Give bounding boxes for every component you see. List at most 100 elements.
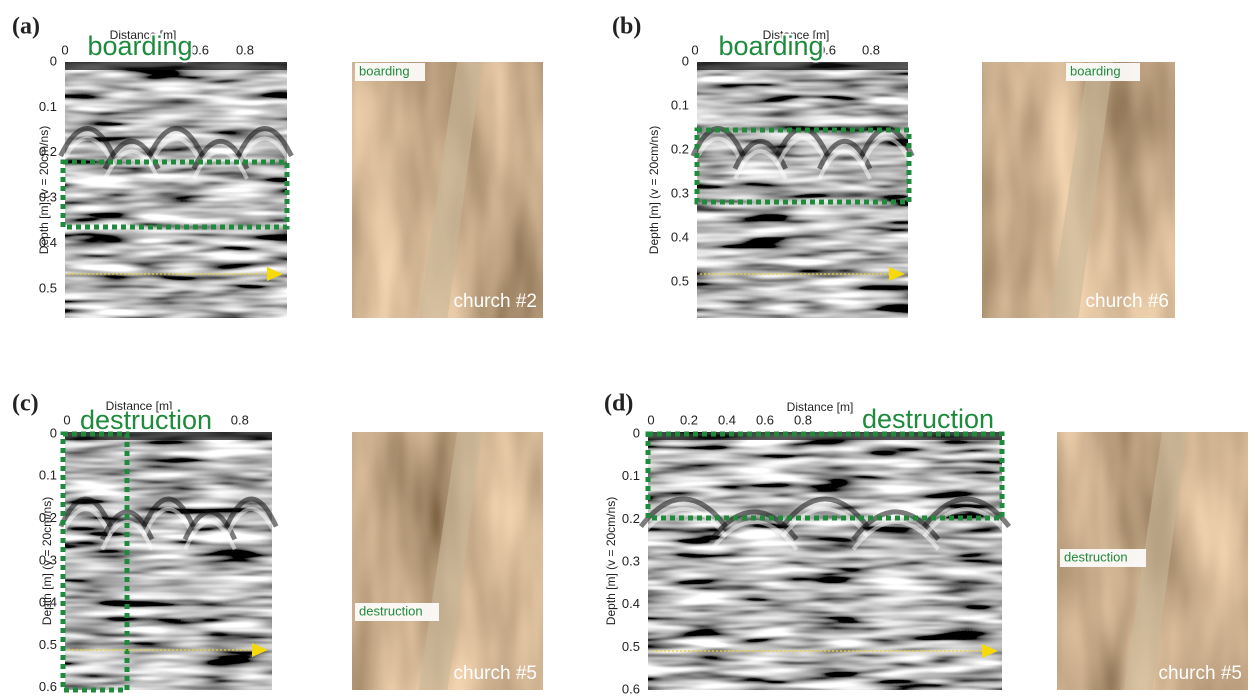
- x-tick-label: 0.8: [236, 42, 254, 57]
- photo-label: destruction: [1064, 549, 1128, 564]
- panel: (d) Distance [m] 0 0.2 0.4 0.6 0.8 0 0.1 0.2 0.3 0.…: [604, 391, 1248, 697]
- y-tick-label: 0.4: [39, 595, 57, 610]
- x-tick-label: 0: [647, 412, 654, 427]
- radargram: [648, 432, 1002, 690]
- annotation: boarding: [718, 31, 823, 61]
- highlight-box: [60, 431, 130, 693]
- photo-caption: church #5: [454, 663, 537, 684]
- reflection: [58, 496, 113, 528]
- reflection: [774, 126, 831, 158]
- photo-caption: church #6: [1086, 291, 1169, 312]
- y-tick-label: 0.1: [39, 468, 57, 483]
- scan-arrow: [889, 267, 905, 281]
- y-tick-label: 0.6: [39, 679, 57, 694]
- y-tick-label: 0.5: [39, 280, 57, 295]
- x-tick-label: 0.6: [756, 412, 774, 427]
- surface-band: [648, 432, 1002, 440]
- reflection: [59, 507, 113, 538]
- photo-label-bg: [1060, 549, 1146, 567]
- y-tick-label: 0.3: [39, 552, 57, 567]
- reflection: [58, 126, 117, 158]
- x-tick-label: 0.6: [191, 42, 209, 57]
- photo-label-bg: [1066, 63, 1140, 81]
- panel-label: (b): [612, 14, 641, 40]
- x-axis-title: Distance [m]: [110, 28, 177, 42]
- x-tick-label: 0: [61, 42, 68, 57]
- reflection: [147, 126, 205, 158]
- radargram: [65, 432, 272, 690]
- beam: [1049, 62, 1114, 318]
- reflection: [851, 520, 940, 551]
- highlight-box: [60, 159, 290, 230]
- panel: (c) Distance [m] 0 0.8 0 0.1 0.2 0.3 0.4 0.5 0.6 De…: [12, 391, 543, 694]
- y-tick-label: 0.5: [671, 273, 689, 288]
- reflection: [236, 136, 294, 167]
- beam: [418, 432, 482, 690]
- y-tick-label: 0.5: [622, 639, 640, 654]
- reflection: [235, 126, 294, 158]
- panels: (a) Distance [m] 0 0.6 0.8 0 0.1 0.2 0.3 0.4 0.5 De…: [12, 14, 1248, 697]
- y-tick-label: 0.3: [671, 185, 689, 200]
- reflection: [224, 496, 279, 528]
- x-tick-label: 0.8: [231, 412, 249, 427]
- y-tick-label: 0.1: [39, 99, 57, 114]
- x-tick-label: 0.2: [680, 412, 698, 427]
- y-axis-title: Depth [m] (v = 20cm/ns): [40, 497, 54, 625]
- y-tick-label: 0.2: [622, 511, 640, 526]
- photo-label: boarding: [359, 63, 410, 78]
- y-tick-label: 0: [50, 425, 57, 440]
- beam: [1123, 432, 1187, 690]
- reflection: [100, 519, 154, 551]
- reflection: [147, 136, 205, 167]
- surface-band: [697, 62, 908, 70]
- x-axis-title: Distance [m]: [763, 28, 830, 42]
- y-tick-label: 0: [50, 53, 57, 68]
- y-tick-label: 0.1: [671, 97, 689, 112]
- y-axis-title: Depth [m] (v = 20cm/ns): [37, 126, 51, 254]
- reflection: [817, 149, 872, 180]
- y-axis-title: Depth [m] (v = 20cm/ns): [604, 497, 618, 625]
- reflection: [183, 519, 237, 551]
- y-tick-label: 0.3: [39, 190, 57, 205]
- y-tick-label: 0.4: [671, 229, 689, 244]
- reflection: [733, 149, 788, 180]
- x-tick-label: 0.8: [862, 42, 880, 57]
- x-tick-label: 0.8: [794, 412, 812, 427]
- y-tick-label: 0.5: [39, 637, 57, 652]
- panel: (a) Distance [m] 0 0.6 0.8 0 0.1 0.2 0.3 0.4 0.5 De…: [12, 14, 543, 318]
- photo-label: boarding: [1070, 63, 1121, 78]
- surface-band: [65, 432, 272, 440]
- reflection: [780, 507, 870, 538]
- x-tick-label: 0: [691, 42, 698, 57]
- y-tick-label: 0.4: [39, 235, 57, 250]
- reflection: [141, 496, 196, 528]
- reflection: [639, 507, 728, 538]
- y-tick-label: 0.1: [622, 468, 640, 483]
- reflection: [191, 149, 249, 180]
- photo-label-bg: [355, 603, 439, 621]
- y-tick-label: 0.2: [39, 510, 57, 525]
- panel-label: (a): [12, 14, 40, 40]
- photo-label: destruction: [359, 603, 423, 618]
- beam: [418, 62, 482, 318]
- y-tick-label: 0.2: [671, 141, 689, 156]
- panel: (b) Distance [m] 0 0.6 0.8 0 0.1 0.2 0.3 0.4 0.5 De…: [612, 14, 1175, 318]
- radargram: [697, 62, 908, 318]
- scan-arrow: [982, 644, 998, 658]
- y-axis-title: Depth [m] (v = 20cm/ns): [647, 126, 661, 254]
- reflection: [224, 507, 278, 538]
- x-axis-title: Distance [m]: [787, 400, 854, 414]
- y-tick-label: 0.6: [622, 682, 640, 697]
- highlight-box: [694, 127, 912, 205]
- annotation: destruction: [80, 405, 212, 435]
- scan-arrow: [267, 267, 283, 281]
- y-tick-label: 0: [682, 53, 689, 68]
- x-tick-label: 0.4: [718, 412, 736, 427]
- scan-arrow: [252, 643, 268, 657]
- y-tick-label: 0: [633, 425, 640, 440]
- x-axis-title: Distance [m]: [106, 399, 173, 413]
- photo-label-bg: [355, 63, 425, 81]
- reflection: [103, 149, 161, 180]
- highlight-box: [645, 431, 1005, 521]
